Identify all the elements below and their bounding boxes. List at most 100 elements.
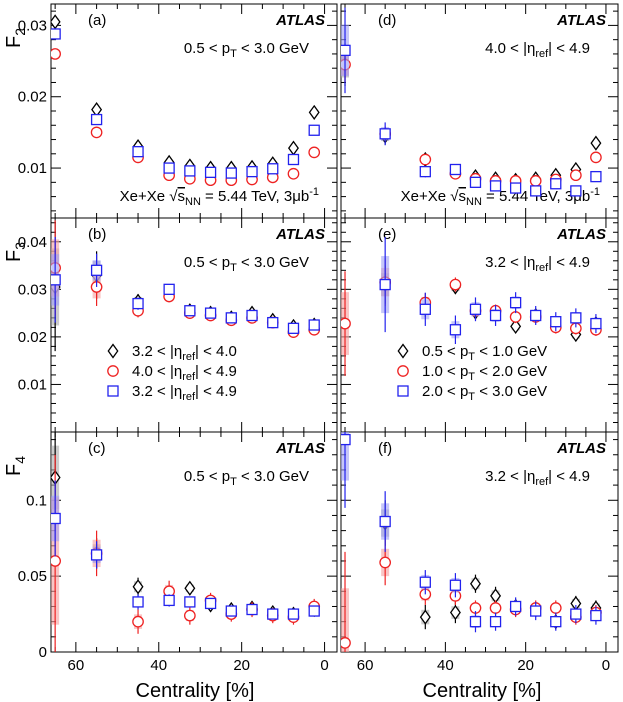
data-point [469, 303, 482, 315]
x-axis-title-left: Centrality [%] [136, 680, 255, 702]
annotation-pre: 4.0 < |η [485, 40, 535, 57]
data-point [204, 166, 217, 178]
energy-s: s [459, 188, 467, 205]
data-point [90, 126, 103, 139]
data-point [163, 283, 175, 295]
data-point [489, 180, 502, 192]
y-tick-label: 0.03 [18, 281, 47, 298]
legend-sub: T [468, 351, 475, 363]
data-point [509, 182, 522, 194]
data-point [225, 167, 237, 179]
x-tick-label: 0 [320, 657, 328, 674]
data-point [132, 579, 144, 595]
data-point [489, 602, 502, 614]
legend-label: 4.0 < |ηref| < 4.9 [132, 363, 237, 383]
data-point [449, 604, 461, 621]
atlas-label: ATLAS [556, 12, 606, 29]
legend-marker-circle [397, 365, 409, 377]
data-point [570, 185, 582, 197]
data-point [267, 316, 279, 329]
legend-marker-diamond [107, 343, 119, 359]
data-point [419, 303, 431, 315]
legend-pre: 0.5 < p [422, 343, 468, 360]
y-tick-label: 0.1 [26, 492, 47, 509]
series-square [51, 237, 320, 334]
series-layer [51, 14, 321, 187]
legend-post: | < 4.0 [195, 343, 237, 360]
series-diamond [379, 265, 602, 343]
annotation-pre: 0.5 < p [184, 468, 230, 485]
data-point [267, 608, 279, 620]
legend-sub: T [468, 371, 475, 383]
atlas-label: ATLAS [275, 226, 325, 243]
panel-f: 60 40 20 0 (f) ATLAS 3.2 < |ηref| < 4.9 [340, 431, 619, 674]
data-point [529, 175, 542, 187]
data-point [379, 278, 391, 291]
legend-pre: 3.2 < |η [132, 383, 182, 400]
data-point [90, 264, 103, 276]
kinematic-annotation: 0.5 < pT < 3.0 GeV [184, 468, 309, 488]
panel-frame [340, 431, 619, 653]
data-point [287, 608, 300, 620]
data-point [489, 616, 502, 628]
data-point [132, 615, 144, 628]
series-circle [51, 454, 321, 652]
annotation-post: < 3.0 GeV [237, 254, 309, 271]
y-tick-label: 0 [39, 644, 47, 661]
data-point [308, 104, 320, 121]
data-point [449, 278, 462, 291]
energy-sub: NN [185, 196, 201, 208]
data-point [51, 555, 61, 567]
y-tick-label: 0.03 [18, 17, 47, 34]
kinematic-annotation: 3.2 < |ηref| < 4.9 [485, 254, 590, 274]
legend-pre: 3.2 < |η [132, 343, 182, 360]
data-point [550, 316, 562, 328]
data-point [308, 146, 321, 159]
legend-sub: T [468, 391, 475, 403]
data-point [287, 322, 300, 334]
data-point [590, 135, 602, 151]
y-axis-title-main: F [3, 36, 25, 48]
kinematic-annotation: 4.0 < |ηref| < 4.9 [485, 40, 590, 60]
legend-pre: 1.0 < p [422, 363, 468, 380]
x-tick-label: 60 [357, 657, 374, 674]
legend-marker-circle [107, 365, 119, 377]
data-point [90, 549, 103, 561]
y-tick-label: 0.04 [18, 234, 47, 251]
energy-sqrt: √ [169, 188, 178, 205]
panel-letter: (a) [88, 12, 106, 29]
y-tick-label: 0.01 [18, 376, 47, 393]
energy-pre: Xe+Xe [401, 188, 451, 205]
y-axis-title: F3 [3, 242, 28, 262]
legend-label: 2.0 < pT < 3.0 GeV [422, 383, 547, 403]
y-tick-label: 0.02 [18, 329, 47, 346]
legend-post: < 1.0 GeV [475, 343, 547, 360]
legend-entry: 3.2 < |ηref| < 4.9 [107, 383, 237, 403]
kinematic-annotation: 0.5 < pT < 3.0 GeV [184, 40, 309, 60]
data-point [590, 317, 602, 330]
data-point [204, 307, 217, 319]
series-layer [51, 220, 321, 352]
y-axis-title: F2 [3, 28, 28, 48]
data-point [489, 309, 502, 322]
y-tick-label: 0.05 [18, 568, 47, 585]
y-axis-title-sub: 3 [12, 242, 28, 250]
x-tick-label: 20 [233, 657, 250, 674]
series-square [379, 237, 602, 345]
x-axis-layer: Centrality [%] Centrality [%] [136, 680, 542, 702]
x-axis-title-right: Centrality [%] [423, 680, 542, 702]
y-axis-title-sub: 2 [12, 28, 28, 36]
annotation-pre: 3.2 < |η [485, 254, 535, 271]
panel-letter: (c) [88, 440, 106, 457]
legend-post: | < 4.9 [195, 383, 237, 400]
series-square [51, 28, 320, 179]
data-point [51, 28, 61, 40]
data-point [419, 609, 431, 625]
data-point [469, 176, 482, 188]
kinematic-annotation: 3.2 < |ηref| < 4.9 [485, 468, 590, 488]
x-tick-label: 40 [150, 657, 167, 674]
data-point [51, 48, 61, 60]
